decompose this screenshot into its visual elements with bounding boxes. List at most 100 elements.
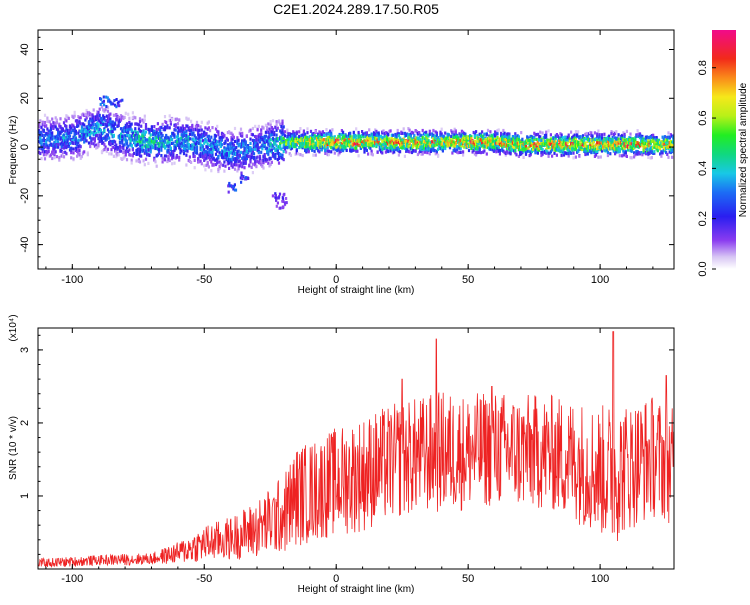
spectrogram-cell: [242, 141, 245, 145]
spectrogram-cell: [314, 129, 317, 133]
spectrogram-cell: [136, 141, 139, 145]
spectrogram-cell: [98, 139, 101, 143]
spectrogram-cell: [610, 132, 613, 136]
spectrogram-cell: [279, 146, 282, 150]
spectrogram-cell: [608, 147, 611, 151]
spectrogram-cell: [229, 151, 232, 155]
spectrogram-cell: [197, 137, 200, 141]
spectrogram-cell: [329, 135, 332, 140]
spectrogram-cell: [267, 130, 270, 134]
spectrogram-cell: [384, 145, 387, 149]
spectrogram-cell: [173, 144, 176, 148]
spectrogram-cell: [555, 142, 558, 146]
spectrogram-cell: [408, 144, 411, 148]
spectrogram-cell: [359, 141, 362, 145]
spectrogram-cell: [606, 135, 609, 139]
spectrogram-cell: [653, 150, 656, 154]
snr-xtick-label: -50: [196, 573, 212, 585]
spectrogram-cell: [612, 130, 615, 135]
spectrogram-cell: [475, 144, 478, 148]
spectrogram-cell: [116, 114, 119, 118]
spectrogram-cell: [590, 131, 593, 135]
spectrogram-cell: [64, 143, 67, 147]
spectrogram-cell: [526, 149, 529, 153]
spectrogram-cell: [100, 105, 104, 109]
spectrogram-cell: [73, 110, 76, 114]
spectrogram-cell: [425, 141, 428, 145]
spectrogram-cell: [606, 147, 609, 151]
spectrogram-cell: [637, 151, 640, 155]
spectrogram-cell: [320, 144, 323, 148]
snr-ylabel: SNR (10 * v/v): [8, 416, 19, 480]
spectrogram-cell: [665, 141, 668, 145]
spectrogram-cell: [319, 137, 322, 142]
spectrogram-cell: [610, 146, 613, 150]
spectrogram-cell: [260, 163, 263, 167]
spectrogram-cell: [606, 140, 609, 144]
spectrogram-cell: [524, 147, 528, 151]
spectrogram-cell: [57, 145, 60, 149]
spectrogram-cell: [378, 146, 381, 150]
spectrogram-cell: [211, 153, 214, 157]
spectrogram-cell: [282, 149, 285, 154]
spectrogram-cell: [394, 137, 397, 141]
spectrogram-cell: [595, 137, 598, 141]
spectrogram-cell: [238, 164, 241, 168]
spectrogram-cell: [277, 196, 280, 200]
spectrogram-cell: [111, 141, 114, 145]
spectrogram-cell: [292, 130, 295, 134]
spectrogram-cell: [618, 140, 621, 144]
spectrogram-cell: [557, 134, 560, 138]
spectrogram-cell: [286, 141, 289, 145]
spectrogram-cell: [391, 133, 395, 137]
spectrogram-cell: [207, 134, 210, 138]
spectrogram-cell: [122, 130, 125, 134]
spectrogram-cell: [125, 158, 129, 162]
spectrogram-cell: [282, 200, 285, 203]
spectrogram-cell: [375, 133, 378, 137]
spectrogram-cell: [108, 119, 111, 123]
spectrogram-cell: [188, 159, 191, 163]
spectrogram-cell: [382, 139, 385, 143]
spectrogram-cell: [346, 144, 349, 148]
spectrogram-cell: [648, 144, 651, 148]
spectrogram-cell: [251, 126, 254, 131]
spectrogram-cell: [169, 137, 172, 142]
spectrogram-cell: [661, 140, 664, 144]
spectrogram-cell: [337, 153, 340, 157]
spectrogram-cell: [203, 155, 206, 159]
spectrogram-cell: [276, 150, 279, 154]
spectrogram-cell: [95, 131, 98, 135]
spectrogram-cell: [143, 151, 146, 155]
spectrogram-cell: [268, 139, 271, 143]
spectrogram-cell: [226, 153, 229, 157]
spectrogram-cell: [86, 114, 89, 118]
spectrogram-cell: [344, 134, 347, 138]
spectrogram-cell: [403, 154, 406, 158]
spectrogram-cell: [282, 143, 285, 147]
spectrogram-cell: [600, 147, 604, 151]
spectrogram-cell: [508, 151, 511, 155]
spectrogram-cell: [254, 159, 257, 163]
spectrogram-cell: [446, 143, 449, 147]
spectrogram-cell: [219, 144, 222, 149]
spectrogram-cell: [206, 135, 209, 139]
spectrogram-cell: [38, 150, 41, 154]
spectrogram-cell: [340, 137, 343, 141]
spectrogram-cell: [39, 136, 42, 140]
spectrogram-cell: [85, 115, 88, 119]
spectrogram-cell: [121, 129, 124, 133]
spectrogram-cell: [652, 137, 655, 141]
spectrogram-cell: [311, 133, 314, 138]
colorbar-label: Normalized spectral amplitude: [738, 82, 749, 217]
spectrogram-cell: [113, 99, 116, 103]
spectrogram-cell: [552, 145, 555, 149]
spectrogram-cell: [166, 150, 169, 154]
spectrogram-cell: [326, 146, 329, 150]
spectrogram-cell: [271, 154, 275, 158]
spectrogram-cell: [236, 157, 239, 161]
spectrogram-cell: [462, 150, 465, 154]
spectrogram-cell: [428, 146, 431, 151]
spectrogram-cell: [536, 142, 539, 146]
spectrogram-cell: [426, 140, 429, 145]
